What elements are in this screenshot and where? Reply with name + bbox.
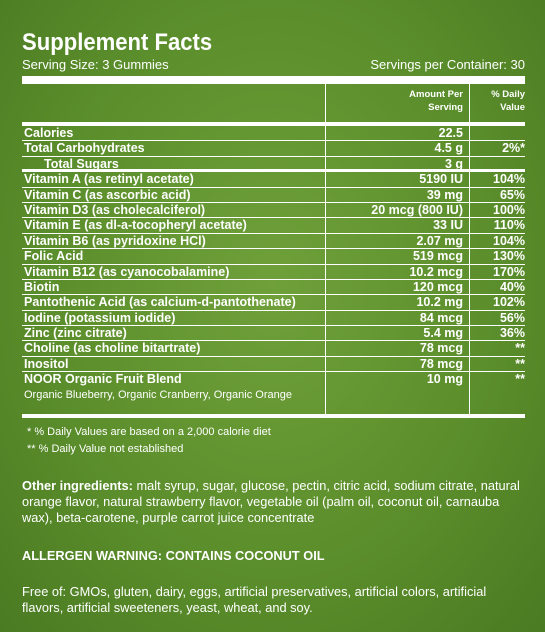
nutrient-daily-value: 170% [469,264,525,279]
table-row: Zinc (zinc citrate) 5.4 mg 36% [22,326,525,342]
serving-size: Serving Size: 3 Gummies [22,57,169,72]
nutrient-amount: 78 mcg [325,356,469,372]
column-divider [325,84,326,122]
nutrient-daily-value: 36% [469,326,525,341]
nutrient-amount: 10 mg [325,372,469,415]
nutrient-daily-value: ** [469,356,525,372]
nutrient-amount: 120 mcg [325,279,469,295]
nutrient-amount: 519 mcg [325,249,469,264]
nutrient-daily-value: 104% [469,172,525,187]
blend-ingredients: Organic Blueberry, Organic Cranberry, Or… [24,389,292,402]
table-row: Choline (as choline bitartrate) 78 mcg ** [22,341,525,357]
table-row: Biotin 120 mcg 40% [22,279,525,296]
dv-header-line1: % Daily [491,89,525,100]
serving-info: Serving Size: 3 Gummies Servings per Con… [22,57,525,72]
nutrient-amount: 5190 IU [325,172,469,187]
allergen-warning: ALLERGEN WARNING: CONTAINS COCONUT OIL [22,548,325,563]
nutrient-name: Inositol [24,356,69,371]
table-row: Iodine (potassium iodide) 84 mcg 56% [22,310,525,327]
supplement-facts-panel: Supplement Facts Serving Size: 3 Gummies… [0,0,545,468]
label-text: Other ingredients: malt syrup, sugar, gl… [22,478,527,616]
table-row: Pantothenic Acid (as calcium-d-pantothen… [22,295,525,311]
other-ingredients: Other ingredients: malt syrup, sugar, gl… [22,478,527,526]
table-row: Vitamin D3 (as cholecalciferol) 20 mcg (8… [22,202,525,219]
nutrient-amount: 22.5 [325,126,469,141]
other-ingredients-list: malt syrup, sugar, glucose, pectin, citr… [22,478,520,525]
nutrient-name: Total Carbohydrates [24,141,145,156]
nutrient-amount: 78 mcg [325,341,469,356]
nutrient-name: Folic Acid [24,249,84,264]
footnote-dv: * % Daily Values are based on a 2,000 ca… [27,426,271,439]
thick-divider [22,76,525,84]
nutrient-amount: 20 mcg (800 IU) [325,202,469,218]
nutrient-amount: 5.4 mg [325,326,469,341]
nutrient-amount: 39 mg [325,187,469,202]
free-of-statement: Free of: GMOs, gluten, dairy, eggs, arti… [22,584,487,615]
nutrient-daily-value: 65% [469,187,525,202]
amount-header: Amount Per Serving [325,88,469,114]
nutrient-name: Pantothenic Acid (as calcium-d-pantothen… [24,295,296,310]
nutrient-name: NOOR Organic Fruit Blend [24,372,182,387]
nutrient-table: Calories 22.5 Total Carbohydrates 4.5 g 2%* T… [22,126,525,415]
nutrient-name: Vitamin A (as retinyl acetate) [24,172,194,187]
dv-header: % Daily Value [469,88,525,114]
nutrient-amount: 4.5 g [325,141,469,156]
nutrient-daily-value: 100% [469,202,525,218]
nutrient-daily-value: 130% [469,249,525,264]
column-divider [469,84,470,122]
other-ingredients-label: Other ingredients: [22,478,133,493]
nutrient-daily-value: 40% [469,279,525,295]
nutrient-name: Vitamin B6 (as pyridoxine HCl) [24,233,206,248]
amount-header-line2: Serving [428,102,463,113]
amount-header-line1: Amount Per [409,89,463,100]
nutrient-amount: 10.2 mcg [325,264,469,279]
servings-per-container: Servings per Container: 30 [370,57,525,72]
nutrient-daily-value: 110% [469,218,525,233]
nutrient-amount: 84 mcg [325,310,469,326]
table-row: Vitamin B12 (as cyanocobalamine) 10.2 mcg… [22,264,525,280]
column-headers: Amount Per Serving % Daily Value [22,84,525,122]
nutrient-name: Vitamin D3 (as cholecalciferol) [24,202,206,217]
dv-header-line2: Value [500,102,525,113]
nutrient-daily-value: 104% [469,233,525,249]
nutrient-daily-value: 2%* [469,141,525,156]
table-row: Folic Acid 519 mcg 130% [22,249,525,265]
nutrient-amount: 3 g [325,156,469,171]
nutrient-name: Vitamin B12 (as cyanocobalamine) [24,264,230,279]
table-row: Calories 22.5 [22,126,525,142]
nutrient-daily-value [469,126,525,141]
nutrient-daily-value: ** [469,372,525,415]
panel-title: Supplement Facts [22,29,213,56]
footnote-not-established: ** % Daily Value not established [27,443,184,456]
table-row: Total Carbohydrates 4.5 g 2%* [22,141,525,157]
medium-divider [22,122,525,126]
table-row: Inositol 78 mcg ** [22,356,525,373]
nutrient-amount: 10.2 mg [325,295,469,310]
nutrient-name: Total Sugars [44,156,119,171]
table-row: Vitamin B6 (as pyridoxine HCl) 2.07 mg 104… [22,233,525,250]
table-row: Vitamin A (as retinyl acetate) 5190 IU 104… [22,172,525,188]
nutrient-name: Calories [24,126,74,140]
nutrient-amount: 33 IU [325,218,469,233]
nutrient-daily-value: 102% [469,295,525,310]
nutrient-name: Choline (as choline bitartrate) [24,341,201,356]
nutrient-amount: 2.07 mg [325,233,469,249]
table-row: NOOR Organic Fruit Blend 10 mg ** Organic B… [22,372,525,415]
nutrient-daily-value: ** [469,341,525,356]
table-row: Total Sugars 3 g [22,156,525,173]
bottom-divider [22,414,525,419]
table-row: Vitamin C (as ascorbic acid) 39 mg 65% [22,187,525,203]
nutrient-daily-value [469,156,525,170]
nutrient-name: Biotin [24,279,60,294]
nutrient-name: Vitamin E (as dl-a-tocopheryl acetate) [24,218,247,233]
nutrient-name: Zinc (zinc citrate) [24,326,127,341]
footnotes: * % Daily Values are based on a 2,000 ca… [22,424,525,458]
table-row: Vitamin E (as dl-a-tocopheryl acetate) 33… [22,218,525,234]
nutrient-name: Iodine (potassium iodide) [24,310,176,325]
nutrient-daily-value: 56% [469,310,525,326]
nutrient-name: Vitamin C (as ascorbic acid) [24,187,191,202]
